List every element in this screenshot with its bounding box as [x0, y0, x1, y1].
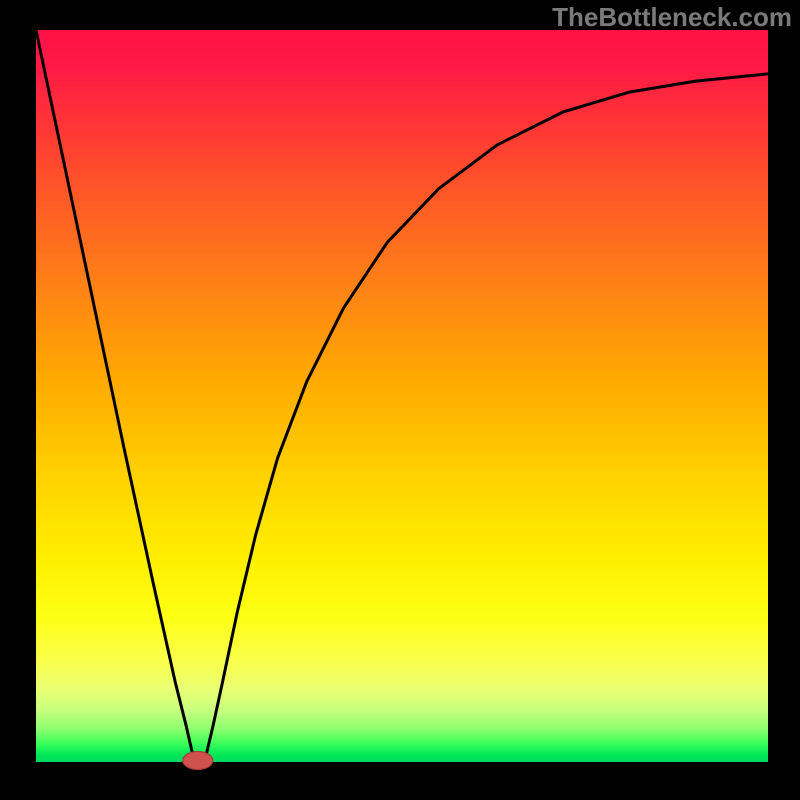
minimum-marker: [183, 752, 213, 770]
bottleneck-chart: [0, 0, 800, 800]
plot-background: [36, 30, 768, 762]
chart-stage: TheBottleneck.com: [0, 0, 800, 800]
